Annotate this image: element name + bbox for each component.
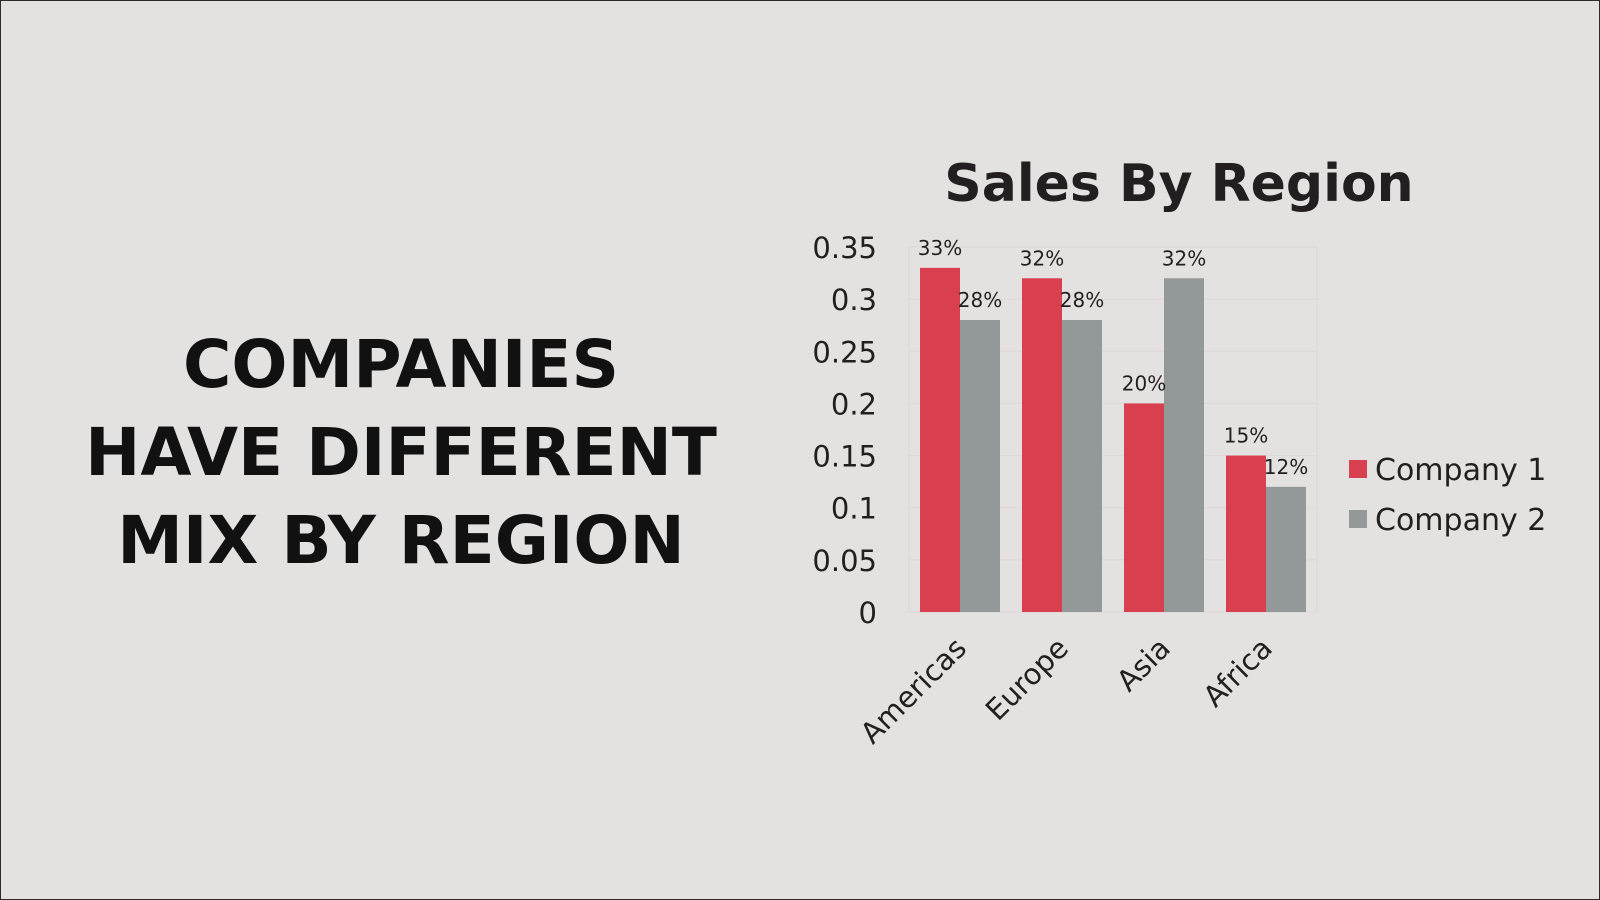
data-label: 32%: [1162, 246, 1206, 270]
headline-line: HAVE DIFFERENT: [85, 414, 717, 491]
chart-bars: [920, 267, 1306, 612]
x-category-label: Asia: [1110, 631, 1177, 698]
headline-line: COMPANIES: [182, 326, 620, 403]
data-label: 20%: [1122, 371, 1166, 395]
bar: [1266, 486, 1306, 612]
legend-label: Company 2: [1375, 503, 1546, 538]
bar: [1022, 278, 1062, 612]
bar: [1226, 455, 1266, 612]
x-category-label: Africa: [1196, 631, 1279, 714]
bar: [920, 267, 960, 612]
bar: [960, 320, 1000, 612]
bar: [1164, 278, 1204, 612]
y-tick-label: 0: [859, 596, 877, 630]
data-label: 33%: [918, 236, 962, 260]
x-category-label: Europe: [979, 631, 1075, 727]
x-category-label: Americas: [854, 631, 973, 750]
bar: [1124, 403, 1164, 612]
data-label: 32%: [1020, 246, 1064, 270]
y-tick-label: 0.3: [831, 283, 877, 317]
y-tick-label: 0.25: [812, 335, 877, 369]
chart-legend: Company 1 Company 2: [1349, 453, 1546, 538]
legend-label: Company 1: [1375, 453, 1546, 488]
y-tick-label: 0.15: [812, 440, 877, 474]
data-labels: 33% 28% 32% 28% 20% 32% 15% 12%: [918, 236, 1308, 479]
legend-swatch: [1349, 510, 1367, 528]
data-label: 28%: [1060, 288, 1104, 312]
chart-title: Sales By Region: [944, 154, 1413, 214]
x-axis: Americas Europe Asia Africa: [854, 631, 1279, 750]
y-tick-label: 0.1: [831, 492, 877, 526]
y-tick-label: 0.05: [812, 544, 877, 578]
slide-headline: COMPANIES HAVE DIFFERENT MIX BY REGION: [61, 321, 741, 585]
y-tick-label: 0.35: [812, 231, 877, 265]
bar: [1062, 320, 1102, 612]
y-axis: 0 0.05 0.1 0.15 0.2 0.25 0.3 0.35: [812, 231, 877, 630]
headline-line: MIX BY REGION: [117, 502, 685, 579]
y-tick-label: 0.2: [831, 387, 877, 421]
data-label: 15%: [1224, 424, 1268, 448]
data-label: 28%: [958, 288, 1002, 312]
data-label: 12%: [1264, 455, 1308, 479]
legend-swatch: [1349, 460, 1367, 478]
